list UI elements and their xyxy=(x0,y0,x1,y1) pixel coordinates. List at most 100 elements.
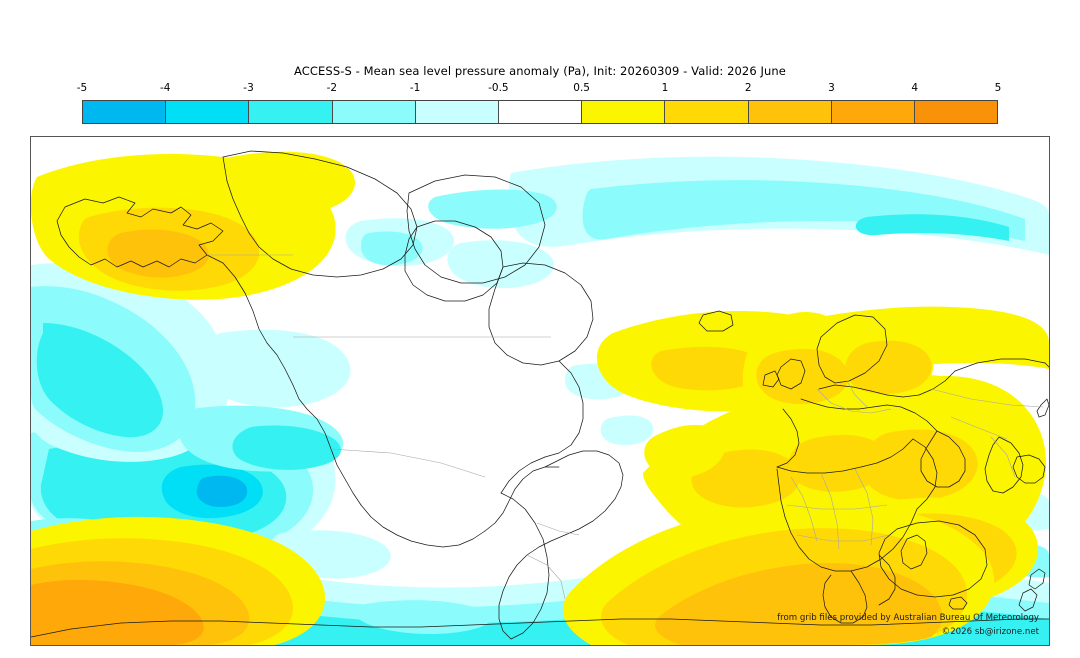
colorbar-bands xyxy=(82,100,998,124)
coastline-baltic-north xyxy=(818,370,956,398)
anomaly-band-hudson xyxy=(447,240,554,289)
colorbar-band-6 xyxy=(582,101,666,123)
border-india-1 xyxy=(990,436,1016,478)
colorbar-tick-5: -0.5 xyxy=(488,82,509,94)
coastline-greenland xyxy=(406,174,546,284)
coastline-russia-arctic-west xyxy=(954,358,1046,372)
border-asia-1 xyxy=(950,416,1008,440)
anomaly-core-natlantic xyxy=(651,346,767,391)
border-europe-2 xyxy=(846,380,868,408)
map-svg xyxy=(31,137,1049,645)
coastline-australia xyxy=(878,520,988,598)
credit-copyright: ©2026 sb@irizone.net xyxy=(941,627,1039,637)
coastline-europe-south xyxy=(800,398,938,432)
anomaly-band-arctic-3 xyxy=(428,189,557,229)
anomaly-core-arabian xyxy=(756,348,849,405)
colorbar-band-1 xyxy=(166,101,250,123)
coastline-indochina xyxy=(1012,454,1046,484)
coastline-canada-arctic xyxy=(222,150,418,278)
coastline-central-america xyxy=(484,466,560,532)
coastline-tasmania xyxy=(948,596,968,610)
colorbar-tick-1: -4 xyxy=(160,82,171,94)
anomaly-core-kara xyxy=(855,214,1009,241)
anomaly-band-horn-africa xyxy=(644,424,726,478)
coastline-alaska xyxy=(56,196,224,268)
coastline-africa-north xyxy=(776,438,914,474)
anomaly-band-nepacific xyxy=(200,329,351,408)
coastline-iberia xyxy=(776,408,800,468)
border-russia-south xyxy=(930,388,1044,408)
border-samerica-2 xyxy=(536,522,580,536)
coastline-eastern-canada xyxy=(488,262,594,366)
credit-source: from grib files provided by Australian B… xyxy=(777,613,1039,623)
coastline-iceland xyxy=(698,310,734,332)
coastline-new-zealand-north xyxy=(1028,568,1046,590)
coastline-madagascar xyxy=(900,534,928,570)
coastline-florida xyxy=(500,456,546,494)
coastline-antarctica xyxy=(31,618,1049,638)
anomaly-band-arctic-2 xyxy=(582,180,1025,241)
border-africa-3 xyxy=(854,468,874,546)
coastline-africa-east xyxy=(878,554,896,606)
colorbar-band-10 xyxy=(914,101,998,123)
coastline-russia-arctic-east xyxy=(1044,362,1049,368)
coastline-india xyxy=(984,436,1024,494)
anomaly-core-alaska xyxy=(107,229,209,278)
colorbar: -5 -4 -3 -2 -1 -0.5 0.5 1 2 3 4 5 xyxy=(77,82,1001,124)
colorbar-tick-labels: -5 -4 -3 -2 -1 -0.5 0.5 1 2 3 4 5 xyxy=(77,82,1002,98)
colorbar-band-4 xyxy=(415,101,499,123)
coastline-ireland xyxy=(762,370,780,388)
coastline-africa-south xyxy=(822,570,868,624)
colorbar-tick-7: 1 xyxy=(661,82,669,94)
coastline-japan xyxy=(1036,398,1049,418)
colorbar-band-3 xyxy=(332,101,416,123)
colorbar-tick-2: -3 xyxy=(243,82,254,94)
anomaly-spot-angola xyxy=(600,415,654,445)
border-africa-5 xyxy=(796,534,890,542)
colorbar-band-9 xyxy=(831,101,915,123)
anomaly-core-eqpacific-east xyxy=(232,425,341,470)
anomaly-band-npacific-3 xyxy=(36,323,163,438)
colorbar-band-0 xyxy=(83,101,167,123)
map-panel: from grib files provided by Australian B… xyxy=(30,136,1050,646)
anomaly-core-labrador xyxy=(361,231,423,266)
coastline-africa-west xyxy=(776,468,918,572)
anomaly-core-india-north xyxy=(845,340,932,395)
anomaly-core-indian-west xyxy=(691,449,800,508)
colorbar-band-5 xyxy=(498,101,583,123)
coastline-scandinavia xyxy=(816,314,888,384)
colorbar-tick-11: 5 xyxy=(994,82,1002,94)
anomaly-core-maritime xyxy=(862,429,978,501)
anomaly-band-nwt xyxy=(204,151,355,218)
colorbar-tick-9: 3 xyxy=(828,82,835,94)
coastline-usa-east xyxy=(544,360,584,458)
coastline-hudson-bay xyxy=(404,220,504,302)
colorbar-band-7 xyxy=(665,101,749,123)
page-title: ACCESS-S - Mean sea level pressure anoma… xyxy=(294,64,786,78)
coastline-usa-west xyxy=(292,384,362,506)
coastline-new-zealand-south xyxy=(1018,588,1038,612)
border-europe-1 xyxy=(816,388,892,414)
colorbar-tick-10: 4 xyxy=(911,82,919,94)
colorbar-tick-4: -1 xyxy=(409,82,421,94)
colorbar-tick-3: -2 xyxy=(326,82,338,94)
anomaly-core-sepacific xyxy=(196,475,248,507)
coastlines xyxy=(31,150,1049,640)
coastline-red-sea-west xyxy=(912,438,938,510)
anomaly-contour-field xyxy=(31,151,1049,645)
border-usa-mexico xyxy=(330,448,486,478)
border-samerica-1 xyxy=(526,554,566,600)
coastline-arabia xyxy=(920,430,966,488)
anomaly-core-southocean xyxy=(655,563,943,645)
colorbar-band-8 xyxy=(748,101,832,123)
colorbar-band-2 xyxy=(249,101,333,123)
colorbar-tick-8: 2 xyxy=(744,82,752,94)
border-africa-1 xyxy=(790,476,818,542)
border-africa-2 xyxy=(820,472,840,550)
coastline-south-america-east xyxy=(498,450,624,640)
political-borders xyxy=(207,254,1044,600)
colorbar-tick-0: -5 xyxy=(76,82,88,94)
border-africa-4 xyxy=(786,504,888,510)
coastline-canada-west xyxy=(206,254,294,386)
